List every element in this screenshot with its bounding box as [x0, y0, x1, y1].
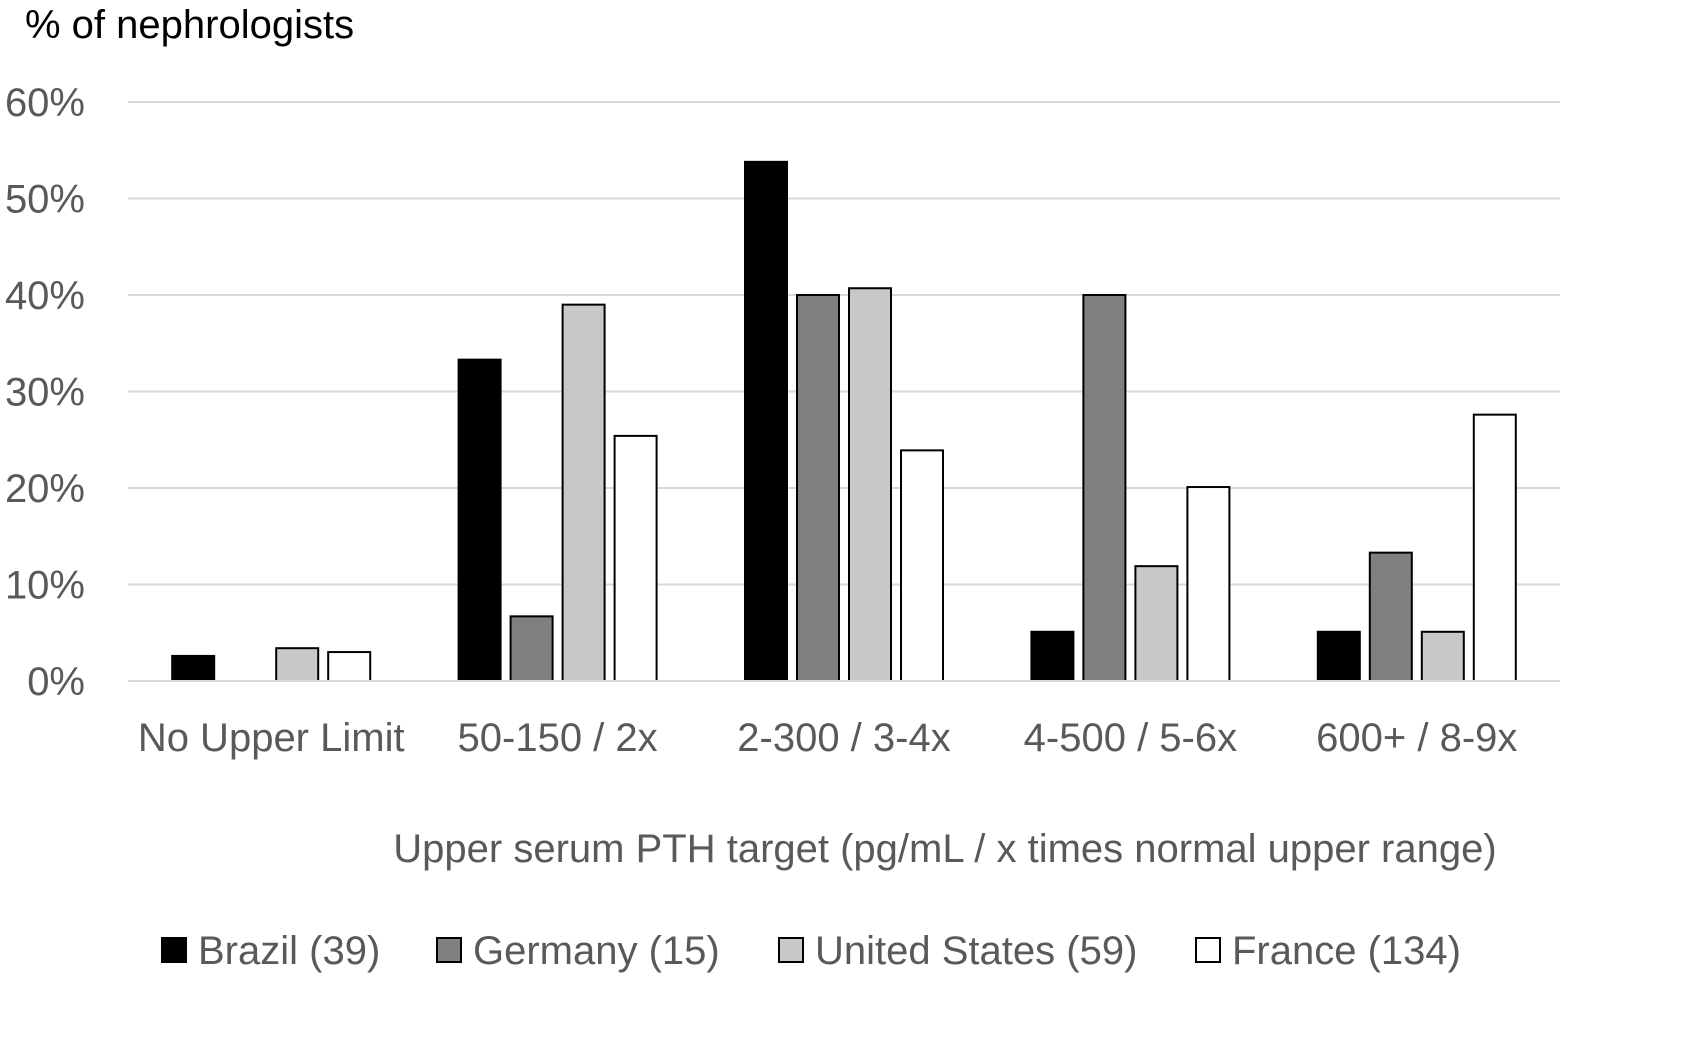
- bar: [1082, 294, 1127, 682]
- category-labels: No Upper Limit 50-150 / 2x 2-300 / 3-4x 4-5…: [138, 716, 1518, 760]
- bar: [509, 615, 554, 682]
- bar: [1472, 413, 1517, 682]
- y-tick-labels: 0% 10% 20% 30% 40% 50% 60%: [5, 81, 85, 704]
- legend-label: Brazil (39): [198, 929, 380, 973]
- bar: [1420, 630, 1465, 682]
- bar: [1316, 630, 1361, 682]
- y-tick-label: 50%: [5, 178, 85, 222]
- legend-swatch: [778, 937, 804, 963]
- y-tick-label: 0%: [27, 660, 85, 704]
- y-tick-label: 20%: [5, 467, 85, 511]
- y-tick-label: 30%: [5, 371, 85, 415]
- legend: Brazil (39) Germany (15) United States (59…: [161, 929, 1461, 973]
- legend-swatch: [1195, 937, 1221, 963]
- bar: [1368, 551, 1413, 683]
- bar: [1186, 486, 1231, 682]
- bar: [457, 358, 502, 682]
- category-label: No Upper Limit: [138, 716, 405, 760]
- y-tick-label: 60%: [5, 81, 85, 125]
- legend-label: United States (59): [815, 929, 1137, 973]
- y-tick-label: 10%: [5, 564, 85, 608]
- bar: [1134, 565, 1179, 682]
- bar: [848, 287, 892, 682]
- bar: [744, 160, 788, 682]
- bar: [561, 303, 606, 682]
- legend-label: France (134): [1232, 929, 1461, 973]
- legend-swatch: [161, 937, 187, 963]
- bar: [613, 434, 658, 683]
- bar: [171, 654, 216, 682]
- category-label: 600+ / 8-9x: [1316, 716, 1517, 760]
- legend-label: Germany (15): [473, 929, 720, 973]
- bar: [275, 647, 320, 683]
- y-tick-label: 40%: [5, 274, 85, 318]
- legend-swatch: [436, 937, 462, 963]
- bar: [900, 449, 944, 682]
- category-label: 4-500 / 5-6x: [1024, 716, 1237, 760]
- category-label: 2-300 / 3-4x: [737, 716, 950, 760]
- bar: [796, 294, 840, 682]
- bar: [327, 651, 372, 682]
- y-axis-title: % of nephrologists: [25, 3, 354, 47]
- bars: [171, 160, 1517, 683]
- x-axis-title: Upper serum PTH target (pg/mL / x times …: [393, 827, 1496, 871]
- category-label: 50-150 / 2x: [458, 716, 658, 760]
- gridlines: [128, 101, 1560, 586]
- bar: [1030, 630, 1075, 682]
